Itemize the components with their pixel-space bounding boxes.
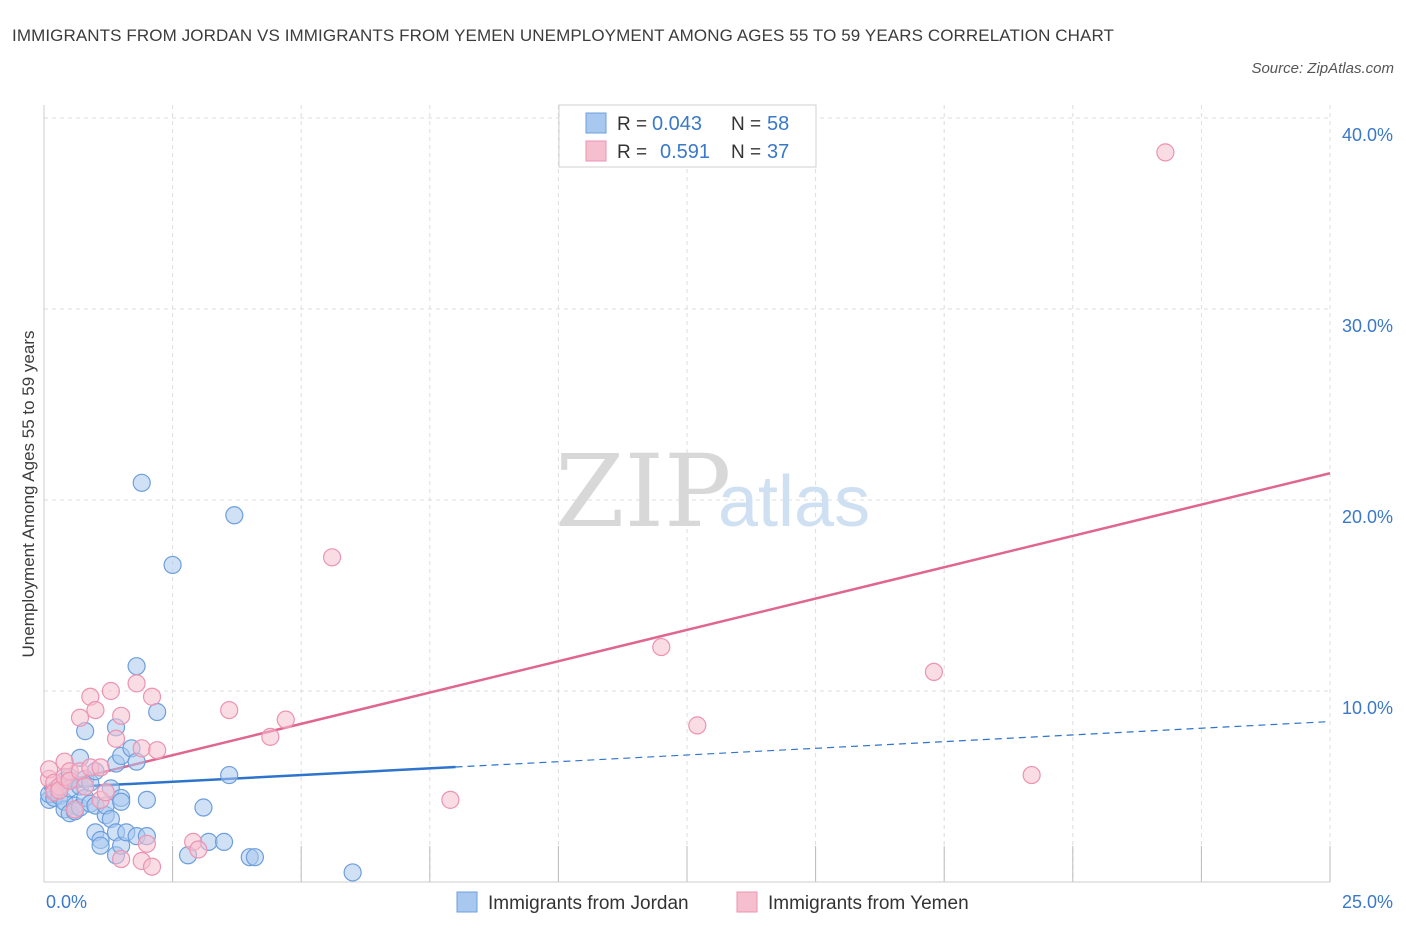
y-tick-label-1: 20.0% (1342, 507, 1393, 527)
legend-bottom: Immigrants from Jordan Immigrants from Y… (456, 891, 969, 914)
legend-bottom-label-yemen: Immigrants from Yemen (768, 893, 969, 914)
y-tick-label-2: 30.0% (1342, 316, 1393, 336)
point-yemen-30 (148, 741, 167, 760)
point-yemen-32 (189, 840, 208, 859)
point-yemen-34 (261, 727, 280, 746)
point-jordan-44 (132, 473, 151, 492)
legend-n-value-jordan: 58 (767, 113, 789, 135)
tick-labels: 10.0% 20.0% 30.0% 40.0% 0.0% 25.0% (46, 125, 1393, 912)
source-label: Source: ZipAtlas.com (1251, 60, 1394, 77)
point-jordan-47 (148, 702, 167, 722)
axes (43, 105, 1330, 883)
legend-r-label-yemen: R = (617, 142, 647, 163)
legend-r-value-jordan: 0.043 (652, 113, 702, 135)
point-yemen-11 (70, 708, 90, 727)
legend-top: R = 0.043 N = 58 R = 0.591 N = 37 (558, 104, 817, 168)
point-yemen-38 (652, 637, 671, 657)
y-axis-title: Unemployment Among Ages 55 to 59 years (19, 331, 38, 658)
x-tick-label-1: 25.0% (1342, 892, 1393, 912)
legend-n-label-jordan: N = (731, 114, 761, 135)
point-jordan-53 (220, 765, 239, 785)
point-jordan-50 (194, 798, 213, 817)
point-jordan-46 (137, 790, 156, 809)
legend-bottom-label-jordan: Immigrants from Jordan (488, 893, 689, 914)
point-jordan-57 (343, 863, 362, 882)
point-yemen-21 (106, 729, 126, 748)
point-yemen-42 (1156, 143, 1175, 162)
trend-line-jordan-dashed (455, 720, 1331, 768)
point-yemen-25 (132, 739, 151, 758)
watermark-zip: ZIP (555, 433, 731, 550)
point-jordan-48 (163, 555, 182, 575)
point-yemen-24 (127, 674, 146, 693)
point-yemen-37 (441, 790, 460, 809)
legend-r-value-yemen: 0.591 (660, 141, 710, 163)
point-yemen-27 (137, 834, 156, 853)
point-yemen-40 (924, 662, 944, 682)
scatter-points (40, 143, 1175, 882)
legend-bottom-swatch-yemen (736, 891, 758, 913)
point-jordan-52 (214, 832, 234, 851)
point-jordan-26 (91, 836, 110, 855)
point-yemen-35 (276, 710, 295, 729)
point-yemen-18 (91, 758, 110, 777)
point-jordan-56 (245, 848, 265, 867)
legend-r-label-jordan: R = (617, 114, 647, 135)
point-yemen-20 (101, 681, 120, 701)
point-yemen-23 (112, 849, 131, 869)
legend-bottom-swatch-jordan (456, 891, 478, 913)
legend-n-value-yemen: 37 (767, 141, 789, 163)
y-tick-label-0: 10.0% (1342, 698, 1393, 718)
watermark: ZIP atlas (555, 433, 870, 550)
point-yemen-36 (322, 548, 342, 567)
watermark-atlas: atlas (718, 462, 870, 542)
point-jordan-54 (225, 506, 244, 525)
point-yemen-41 (1022, 765, 1041, 785)
point-yemen-16 (86, 700, 105, 720)
chart-title: IMMIGRANTS FROM JORDAN VS IMMIGRANTS FRO… (12, 26, 1115, 45)
legend-n-label-yemen: N = (731, 142, 761, 163)
legend-swatch-jordan (585, 112, 607, 134)
point-yemen-13 (76, 777, 95, 796)
point-jordan-36 (112, 792, 131, 811)
point-yemen-19 (96, 783, 115, 802)
x-tick-label-0: 0.0% (46, 892, 87, 912)
y-tick-label-3: 40.0% (1342, 125, 1393, 145)
point-yemen-29 (142, 857, 162, 876)
legend-swatch-yemen (585, 140, 607, 162)
point-yemen-33 (220, 700, 239, 720)
point-yemen-28 (142, 687, 162, 706)
point-yemen-10 (65, 800, 84, 819)
point-yemen-39 (688, 716, 707, 735)
trend-line-yemen (43, 472, 1331, 788)
point-yemen-22 (112, 706, 131, 725)
point-jordan-43 (127, 657, 146, 676)
